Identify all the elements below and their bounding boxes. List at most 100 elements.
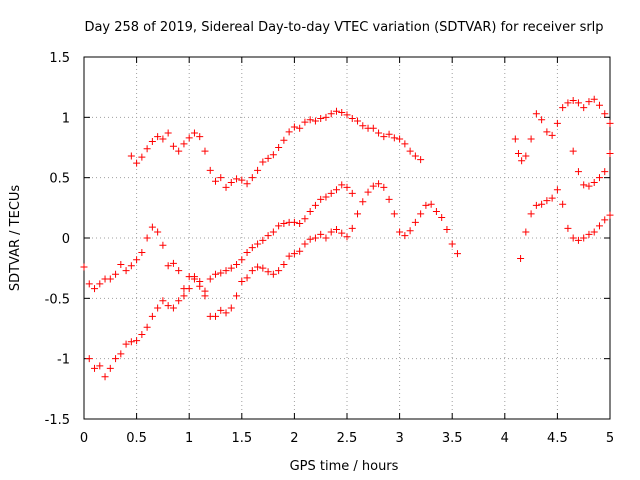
data-point xyxy=(190,273,198,281)
data-point xyxy=(385,130,393,138)
data-point xyxy=(606,150,614,158)
data-point xyxy=(338,181,346,189)
data-point xyxy=(417,210,425,218)
data-point xyxy=(148,137,156,145)
data-point xyxy=(175,297,183,305)
data-point xyxy=(180,292,188,300)
data-point xyxy=(112,355,120,363)
data-point xyxy=(138,248,146,256)
data-point xyxy=(548,131,556,139)
data-point xyxy=(514,150,522,158)
data-point xyxy=(580,104,588,112)
data-point xyxy=(227,178,235,186)
data-point xyxy=(322,113,330,121)
x-tick-label: 5 xyxy=(606,431,614,446)
data-point xyxy=(511,135,519,143)
data-point xyxy=(343,233,351,241)
data-point xyxy=(233,261,241,269)
data-point xyxy=(248,244,256,252)
data-point xyxy=(201,287,209,295)
chart-title: Day 258 of 2019, Sidereal Day-to-day VTE… xyxy=(84,20,603,35)
data-point xyxy=(590,228,598,236)
data-point xyxy=(338,109,346,117)
data-point xyxy=(438,213,446,221)
data-point xyxy=(385,195,393,203)
data-point xyxy=(148,312,156,320)
data-point xyxy=(143,145,151,153)
data-point xyxy=(217,174,225,182)
data-point xyxy=(327,189,335,197)
data-point xyxy=(133,337,141,345)
data-point xyxy=(117,261,125,269)
data-point xyxy=(332,107,340,115)
data-point xyxy=(217,306,225,314)
x-tick-label: 1.5 xyxy=(231,431,252,446)
data-point xyxy=(159,297,167,305)
data-point xyxy=(159,135,167,143)
data-point xyxy=(259,236,267,244)
data-point xyxy=(227,304,235,312)
data-point xyxy=(196,277,204,285)
data-point xyxy=(264,154,272,162)
data-point xyxy=(595,174,603,182)
data-point xyxy=(122,267,130,275)
data-point xyxy=(369,182,377,190)
data-point xyxy=(127,262,135,270)
data-point xyxy=(574,99,582,107)
data-point xyxy=(364,188,372,196)
data-point xyxy=(296,220,304,228)
data-point xyxy=(564,224,572,232)
data-point xyxy=(280,136,288,144)
y-tick-label: -0.5 xyxy=(45,292,70,307)
data-point xyxy=(227,264,235,272)
data-point xyxy=(290,123,298,131)
data-point xyxy=(138,153,146,161)
data-point xyxy=(133,256,141,264)
data-point xyxy=(290,250,298,258)
x-axis-label: GPS time / hours xyxy=(290,459,399,474)
data-point xyxy=(401,140,409,148)
data-point xyxy=(101,373,109,381)
data-point xyxy=(275,267,283,275)
data-point xyxy=(91,364,99,372)
data-point xyxy=(306,235,314,243)
data-point xyxy=(254,166,262,174)
data-point xyxy=(569,96,577,104)
data-point xyxy=(317,115,325,123)
data-point xyxy=(448,240,456,248)
data-point xyxy=(327,110,335,118)
data-point xyxy=(212,270,219,278)
data-point xyxy=(348,189,356,197)
data-point xyxy=(106,364,114,372)
data-point xyxy=(569,147,577,155)
data-point xyxy=(222,309,230,317)
data-point xyxy=(169,259,177,267)
data-point xyxy=(96,362,104,370)
data-point xyxy=(390,134,398,142)
x-tick-label: 4 xyxy=(501,431,509,446)
data-point xyxy=(332,186,340,194)
data-point xyxy=(595,222,603,230)
data-point xyxy=(106,275,114,283)
data-point xyxy=(380,133,388,141)
data-point xyxy=(269,270,277,278)
data-point xyxy=(532,201,540,209)
data-point xyxy=(122,340,130,348)
data-point xyxy=(585,230,593,238)
data-point xyxy=(538,200,546,208)
data-point xyxy=(453,250,461,258)
data-point xyxy=(154,228,162,236)
data-point xyxy=(190,129,198,137)
data-point xyxy=(354,117,362,125)
data-point xyxy=(443,226,451,234)
data-point xyxy=(606,119,614,127)
data-point xyxy=(311,234,319,242)
data-point xyxy=(275,144,283,151)
y-ticks: -1.5 -1 -0.5 0 0.5 1 1.5 xyxy=(45,51,610,428)
data-point xyxy=(396,228,404,236)
data-point xyxy=(143,234,151,242)
data-point xyxy=(559,104,567,112)
x-tick-label: 1 xyxy=(185,431,193,446)
data-point xyxy=(522,152,530,160)
